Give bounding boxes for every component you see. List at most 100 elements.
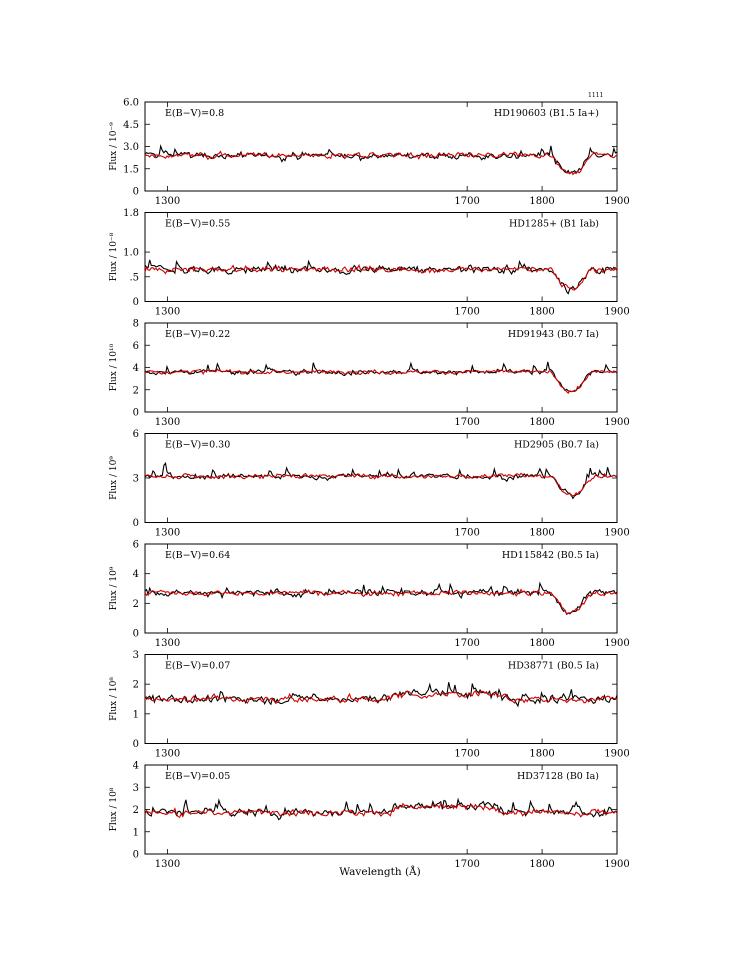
y-tick-label: 0 bbox=[133, 850, 139, 861]
x-tick-label: 1700 bbox=[454, 417, 479, 428]
x-tick-label: 1300 bbox=[155, 307, 180, 318]
model-spectrum-line bbox=[144, 472, 618, 497]
x-tick-label: 1800 bbox=[529, 528, 554, 539]
y-tick-label: 0 bbox=[133, 187, 139, 198]
y-axis-label: Flux / 10⁸ bbox=[109, 787, 119, 831]
model-spectrum-line bbox=[144, 150, 618, 176]
x-tick-label: 1300 bbox=[155, 528, 180, 539]
reddening-label: E(B−V)=0.22 bbox=[165, 329, 230, 340]
y-tick-label: 1.8 bbox=[123, 208, 139, 219]
reddening-label: E(B−V)=0.05 bbox=[165, 771, 230, 782]
y-tick-label: 1 bbox=[133, 827, 139, 838]
panel-3: 0 2 4 6 8 Flux / 10¹⁰ 1300 1700 1800 1900 E(B−V)=0… bbox=[109, 319, 630, 429]
x-tick-label: 1300 bbox=[155, 859, 180, 870]
panel-frame bbox=[144, 543, 618, 634]
y-tick-label: 3 bbox=[133, 650, 139, 661]
y-tick-label: 4 bbox=[133, 761, 139, 772]
y-axis-label: Flux / 10⁻⁸ bbox=[109, 232, 119, 281]
y-axis-label: Flux / 10⁹ bbox=[109, 456, 119, 500]
y-tick-label: .5 bbox=[129, 272, 139, 283]
y-tick-label: 0 bbox=[133, 297, 139, 308]
observed-spectrum-line bbox=[144, 682, 618, 708]
observed-spectrum-line bbox=[144, 461, 618, 500]
x-tick-label: 1300 bbox=[155, 638, 180, 649]
y-tick-label: 4 bbox=[133, 569, 139, 580]
y-axis-label: Flux / 10⁻⁹ bbox=[109, 122, 119, 171]
x-tick-label: 1700 bbox=[454, 749, 479, 760]
star-label: HD38771 (B0.5 Ia) bbox=[508, 661, 599, 672]
x-tick-label: 1700 bbox=[454, 196, 479, 207]
y-tick-label: 2 bbox=[133, 599, 139, 610]
y-tick-label: 8 bbox=[133, 319, 139, 330]
x-tick-label: 1700 bbox=[454, 638, 479, 649]
star-label: HD37128 (B0 Ia) bbox=[517, 771, 599, 782]
reddening-label: E(B−V)=0.07 bbox=[165, 661, 230, 672]
x-tick-label: 1700 bbox=[454, 528, 479, 539]
model-spectrum-line bbox=[144, 689, 618, 705]
x-tick-label: 1800 bbox=[529, 417, 554, 428]
panel-2: 0 .5 1.0 1.8 Flux / 10⁻⁸ 1300 1700 1800 1900 E(B−… bbox=[109, 208, 630, 318]
panel-5: 0 2 4 6 Flux / 10⁹ 1300 1700 1800 1900 E(B−V)=0.6… bbox=[109, 540, 630, 650]
y-tick-label: 1 bbox=[133, 709, 139, 720]
x-tick-label: 1300 bbox=[155, 417, 180, 428]
panel-4: 0 3 6 Flux / 10⁹ 1300 1700 1800 1900 E(B−V)=0.30… bbox=[109, 429, 630, 539]
panel-1: 0 1.5 3.0 4.5 6.0 Flux / 10⁻⁹ 1300 1700 1800 1900… bbox=[109, 98, 630, 208]
star-label: HD2905 (B0.7 Ia) bbox=[514, 440, 599, 451]
y-tick-label: 1.0 bbox=[123, 248, 139, 259]
x-tick-label: 1800 bbox=[529, 749, 554, 760]
y-tick-label: 1.5 bbox=[123, 164, 139, 175]
panel-7: 0 1 2 3 4 Flux / 10⁸ 1300 1700 1800 1900 E(B−V)=0.… bbox=[109, 761, 630, 871]
x-axis-label: Wavelength (Å) bbox=[339, 864, 420, 878]
x-tick-label: 1900 bbox=[604, 196, 629, 207]
reddening-label: E(B−V)=0.64 bbox=[165, 550, 230, 561]
y-tick-label: 6 bbox=[133, 429, 139, 440]
panel-frame bbox=[144, 212, 618, 302]
y-tick-label: 0 bbox=[133, 739, 139, 750]
y-tick-label: 3 bbox=[133, 474, 139, 485]
x-tick-label: 1900 bbox=[604, 307, 629, 318]
x-tick-label: 1900 bbox=[604, 859, 629, 870]
observed-spectrum-line bbox=[144, 143, 618, 175]
x-tick-label: 1800 bbox=[529, 638, 554, 649]
reddening-label: E(B−V)=0.55 bbox=[165, 219, 230, 230]
y-axis-label: Flux / 10¹⁰ bbox=[109, 343, 119, 391]
x-tick-label: 1900 bbox=[604, 528, 629, 539]
x-tick-label: 1300 bbox=[155, 749, 180, 760]
y-tick-label: 4.5 bbox=[123, 120, 139, 131]
star-label: HD190603 (B1.5 Ia+) bbox=[494, 108, 599, 119]
model-spectrum-line bbox=[144, 368, 618, 395]
x-tick-label: 1900 bbox=[604, 638, 629, 649]
x-tick-label: 1900 bbox=[604, 417, 629, 428]
y-tick-label: 6.0 bbox=[123, 98, 139, 109]
x-tick-label: 1700 bbox=[454, 859, 479, 870]
model-spectrum-line bbox=[144, 802, 618, 819]
y-tick-label: 2 bbox=[133, 385, 139, 396]
y-tick-label: 3 bbox=[133, 783, 139, 794]
observed-spectrum-line bbox=[144, 259, 618, 295]
y-tick-label: 3.0 bbox=[123, 142, 139, 153]
model-spectrum-line bbox=[144, 263, 618, 291]
panel-6: 0 1 2 3 Flux / 10⁸ 1300 1700 1800 1900 E(B−V)=0.0… bbox=[109, 650, 630, 760]
observed-spectrum-line bbox=[144, 797, 618, 821]
x-tick-label: 1300 bbox=[155, 196, 180, 207]
y-tick-label: 2 bbox=[133, 680, 139, 691]
y-axis-label: Flux / 10⁸ bbox=[109, 677, 119, 721]
model-spectrum-line bbox=[144, 588, 618, 615]
y-axis-label: Flux / 10⁹ bbox=[109, 566, 119, 610]
observed-spectrum-line bbox=[144, 581, 618, 616]
x-tick-label: 1800 bbox=[529, 307, 554, 318]
star-label: HD91943 (B0.7 Ia) bbox=[508, 329, 599, 340]
star-label: HD115842 (B0.5 Ia) bbox=[502, 550, 599, 561]
reddening-label: E(B−V)=0.30 bbox=[165, 440, 230, 451]
observed-spectrum-line bbox=[144, 361, 618, 393]
y-tick-label: 0 bbox=[133, 629, 139, 640]
reddening-label: E(B−V)=0.8 bbox=[165, 108, 224, 119]
y-tick-label: 2 bbox=[133, 805, 139, 816]
top-mark: 1111 bbox=[588, 92, 603, 99]
y-tick-label: 0 bbox=[133, 408, 139, 419]
y-tick-label: 0 bbox=[133, 518, 139, 529]
x-tick-label: 1700 bbox=[454, 307, 479, 318]
